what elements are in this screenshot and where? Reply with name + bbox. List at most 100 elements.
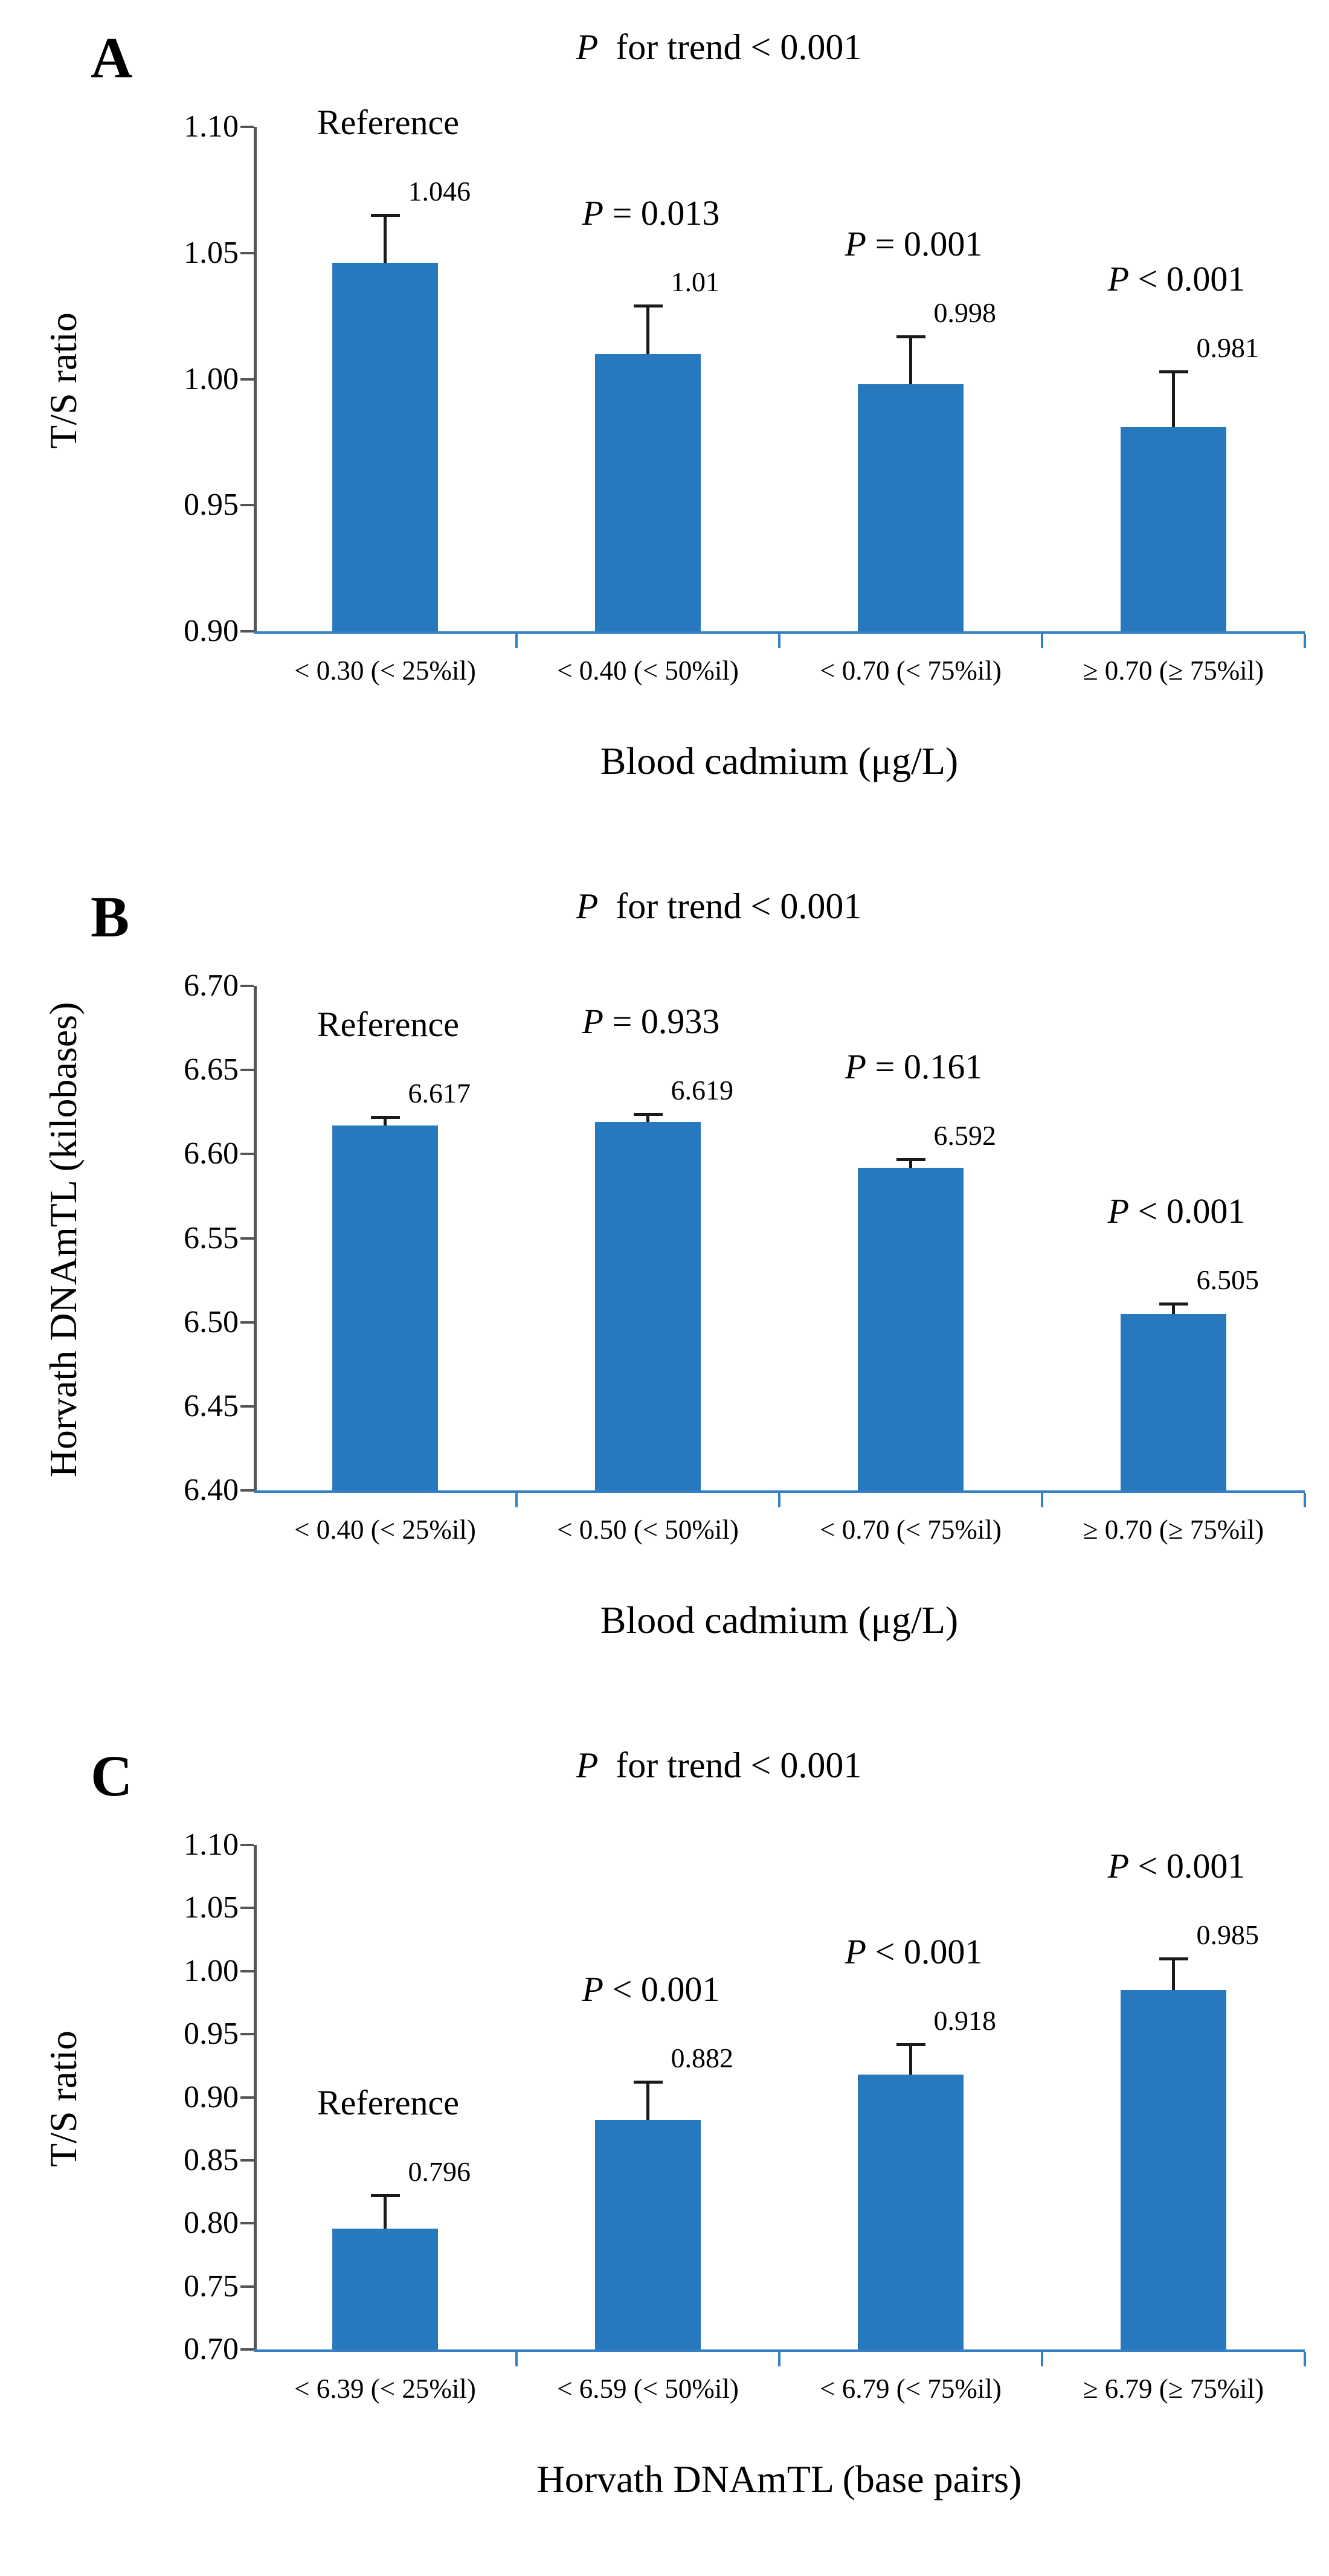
y-tick-mark	[240, 2033, 254, 2036]
x-tick-mark	[778, 1493, 780, 1507]
y-tick-label: 6.60	[184, 1136, 239, 1171]
bar-annotation: P = 0.001	[845, 224, 983, 263]
y-tick-label: 0.80	[184, 2206, 239, 2241]
y-tick-label: 1.10	[184, 1827, 239, 1862]
y-tick-mark	[240, 1969, 254, 1972]
y-tick-label: 1.10	[184, 109, 239, 144]
x-tick-mark	[778, 2352, 780, 2366]
y-tick-label: 6.45	[184, 1388, 239, 1423]
bar-annotation: P < 0.001	[845, 1931, 983, 1971]
y-tick-mark	[240, 2096, 254, 2099]
bar-value-label: 0.981	[1196, 332, 1260, 363]
x-tick-mark	[778, 634, 780, 648]
bar	[858, 1167, 964, 1490]
bar	[1121, 427, 1226, 631]
x-axis-label: Blood cadmium (μg/L)	[600, 1599, 959, 1641]
x-tick-mark	[515, 634, 518, 648]
y-tick-mark	[240, 126, 254, 128]
error-bar-cap	[370, 214, 400, 217]
italic-p: P	[1107, 1191, 1130, 1231]
x-axis-label: Horvath DNAmTL (base pairs)	[536, 2458, 1022, 2500]
panel-b: B P for trend < 0.001 Horvath DNAmTL (ki…	[0, 859, 1329, 1718]
error-bar-line	[646, 2082, 649, 2120]
error-bar-line	[909, 2044, 912, 2075]
italic-p: P	[582, 1001, 604, 1041]
y-tick-mark	[240, 378, 254, 381]
error-bar-line	[384, 1117, 387, 1125]
italic-p: P	[1107, 1846, 1130, 1885]
plot-area: 1.10 1.05 1.00 0.95 0.90 1.046 Reference < 0.30…	[0, 0, 1329, 859]
x-category-label: < 0.30 (< 25%il)	[294, 655, 476, 686]
y-tick-mark	[240, 504, 254, 507]
error-bar-line	[384, 2195, 387, 2229]
error-bar-cap	[370, 1116, 400, 1119]
y-axis-line	[254, 127, 257, 634]
y-tick-mark	[240, 1069, 254, 1072]
bar	[595, 1122, 701, 1490]
x-category-label: ≥ 0.70 (≥ 75%il)	[1083, 1515, 1264, 1545]
y-axis-line	[254, 1845, 257, 2352]
plot-area: 6.70 6.65 6.60 6.55 6.50 6.45 6.40 6.617 Referen…	[0, 859, 1329, 1718]
italic-p: P	[576, 886, 599, 926]
error-bar-cap	[1159, 1957, 1188, 1960]
error-bar-line	[1172, 1304, 1175, 1314]
x-category-label: < 0.40 (< 50%il)	[557, 655, 739, 686]
error-bar-cap	[896, 1158, 925, 1161]
bar-value-label: 6.617	[408, 1078, 471, 1109]
x-tick-mark	[1041, 2352, 1043, 2366]
bar-annotation: P = 0.013	[582, 193, 720, 233]
error-bar-cap	[896, 335, 925, 338]
italic-p: P	[576, 1745, 599, 1785]
y-tick-mark	[240, 2285, 254, 2288]
y-axis-line	[254, 986, 257, 1493]
italic-p: P	[845, 224, 867, 263]
y-tick-mark	[240, 1405, 254, 1408]
bar-value-label: 0.796	[408, 2156, 471, 2188]
panel-letter: B	[91, 884, 130, 949]
y-tick-mark	[240, 2159, 254, 2162]
bar-annotation: P < 0.001	[1107, 259, 1246, 298]
bar	[332, 263, 438, 631]
bar	[858, 384, 964, 631]
italic-p: P	[582, 193, 604, 233]
error-bar-line	[1172, 1958, 1175, 1991]
italic-p: P	[582, 1969, 604, 2009]
y-tick-label: 0.90	[184, 614, 239, 648]
y-tick-mark	[240, 1844, 254, 1846]
y-tick-label: 1.00	[184, 1953, 239, 1988]
error-bar-line	[1172, 371, 1175, 427]
error-bar-cap	[633, 1112, 663, 1116]
y-tick-label: 6.40	[184, 1473, 239, 1507]
x-axis-line	[254, 1490, 1305, 1493]
italic-p: P	[845, 1931, 867, 1971]
x-category-label: < 6.39 (< 25%il)	[294, 2374, 476, 2404]
x-category-label: < 6.79 (< 75%il)	[820, 2374, 1002, 2404]
bar-value-label: 6.592	[933, 1119, 997, 1151]
x-category-label: ≥ 0.70 (≥ 75%il)	[1083, 655, 1264, 686]
panel-c: C P for trend < 0.001 T/S ratio Horvath …	[0, 1718, 1329, 2576]
y-tick-label: 1.05	[184, 235, 239, 270]
bar-value-label: 1.046	[408, 176, 471, 207]
y-tick-label: 0.75	[184, 2268, 239, 2304]
bar-value-label: 0.985	[1196, 1919, 1260, 1950]
bar-annotation: P < 0.001	[582, 1969, 720, 2009]
x-tick-mark	[1304, 2352, 1306, 2366]
y-tick-mark	[240, 251, 254, 254]
error-bar-line	[909, 336, 912, 384]
y-tick-label: 1.00	[184, 361, 239, 396]
bar-annotation: Reference	[317, 103, 460, 143]
bar-value-label: 6.505	[1196, 1264, 1260, 1296]
bar-value-label: 0.998	[933, 297, 997, 328]
bar-annotation: Reference	[317, 2083, 460, 2123]
bar	[1121, 1313, 1226, 1490]
y-tick-label: 6.70	[184, 968, 239, 1003]
y-tick-mark	[240, 630, 254, 633]
y-tick-label: 0.95	[184, 2017, 239, 2052]
x-category-label: < 0.70 (< 75%il)	[820, 655, 1002, 686]
error-bar-cap	[633, 2081, 663, 2084]
y-tick-label: 6.55	[184, 1220, 239, 1255]
x-tick-mark	[1304, 1493, 1306, 1507]
y-tick-label: 6.50	[184, 1304, 239, 1339]
italic-p: P	[576, 27, 599, 67]
y-tick-mark	[240, 2348, 254, 2351]
